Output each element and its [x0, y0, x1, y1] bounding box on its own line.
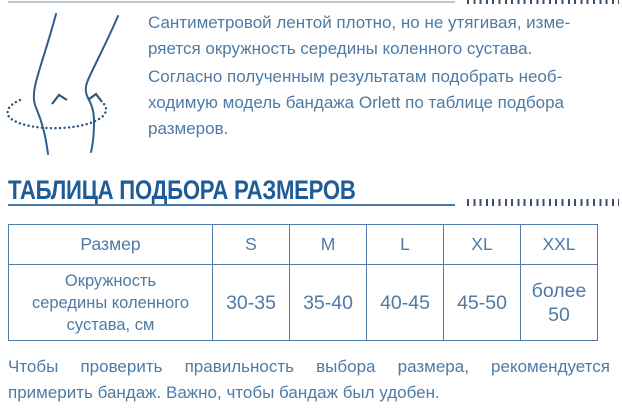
intro-paragraph-2: Согласно полученным результатам подобрат…: [148, 64, 618, 142]
table-header-s: S: [212, 224, 290, 265]
paragraph-line: Сантиметровой лентой плотно, но не утяги…: [148, 13, 571, 32]
size-selection-table: Размер S M L XL XXL Окружность середины …: [8, 224, 598, 341]
table-header-xxl: XXL: [520, 224, 598, 265]
measuring-tape-icon: [6, 98, 108, 130]
table-header-xl: XL: [443, 224, 521, 265]
divider-line: [8, 1, 455, 3]
row-label-circumference: Окружность середины коленного сустава, с…: [8, 264, 213, 341]
table-row: Окружность середины коленного сустава, с…: [8, 264, 598, 341]
cell-size-l: 40-45: [366, 264, 444, 341]
intro-paragraph-1: Сантиметровой лентой плотно, но не утяги…: [148, 10, 618, 62]
paragraph-line: размеров.: [148, 119, 229, 138]
top-section-divider: [0, 0, 622, 4]
cell-size-s: 30-35: [212, 264, 290, 341]
table-header-m: M: [289, 224, 367, 265]
section-title: ТАБЛИЦА ПОДБОРА РАЗМЕРОВ: [8, 176, 432, 204]
fit-check-note: Чтобы проверить правильность выбора разм…: [8, 354, 610, 406]
intro-text: Сантиметровой лентой плотно, но не утяги…: [148, 10, 618, 144]
leg-front-contour: [84, 15, 119, 153]
note-line: Чтобы проверить правильность выбора разм…: [8, 357, 610, 376]
tape-arrow-right: [87, 92, 103, 103]
cell-size-m: 35-40: [289, 264, 367, 341]
note-line: примерить бандаж. Важно, чтобы бандаж бы…: [8, 383, 440, 402]
paragraph-line: ходимую модель бандажа Orlett по таблице…: [148, 93, 564, 112]
cell-size-xl: 45-50: [443, 264, 521, 341]
tape-arrow-left: [51, 93, 68, 105]
paragraph-line: Согласно полученным результатам подобрат…: [148, 67, 563, 86]
cell-size-xxl: более 50: [520, 264, 598, 341]
table-header-row: Размер S M L XL XXL: [8, 224, 598, 265]
knee-diagram: [2, 8, 128, 163]
section-title-text: ТАБЛИЦА ПОДБОРА РАЗМЕРОВ: [8, 175, 356, 205]
table-header-size: Размер: [8, 224, 213, 265]
paragraph-line: ряется окружность середины коленного сус…: [148, 39, 533, 58]
section-title-underline: [8, 204, 455, 206]
knee-diagram-svg: [6, 13, 119, 155]
section-tick-marks: [467, 199, 619, 206]
table-header-l: L: [366, 224, 444, 265]
divider-tick-marks: [467, 0, 619, 4]
leg-back-contour: [32, 13, 57, 155]
